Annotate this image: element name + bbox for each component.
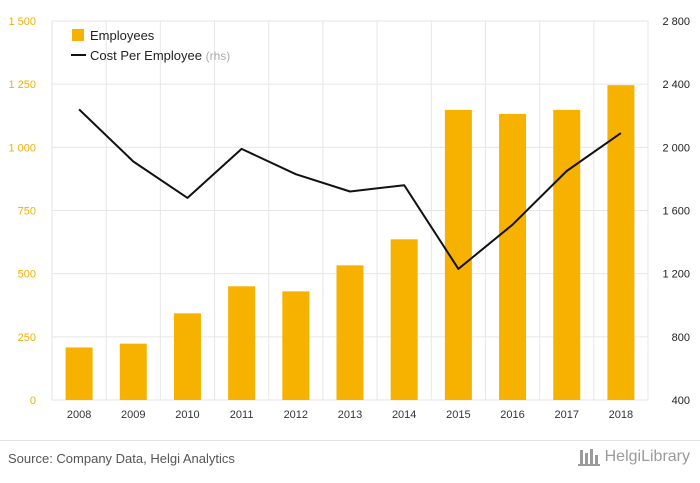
helgi-logo-icon (577, 449, 600, 466)
left-axis-ticks: 0 250 500 750 1 000 1 250 1 500 (8, 16, 36, 407)
left-tick-label: 1 500 (8, 16, 36, 28)
bar-2011 (228, 286, 256, 400)
x-axis-ticks: 2008 2009 2010 2011 2012 2013 2014 2015 2016 2017… (67, 409, 633, 421)
legend-cost-label: Cost Per Employee (rhs) (90, 48, 230, 63)
right-tick-label: 2 000 (662, 142, 690, 154)
right-tick-label: 800 (672, 332, 690, 344)
left-tick-label: 500 (18, 269, 36, 281)
grid-lines (51, 20, 649, 401)
x-tick-label: 2010 (175, 409, 199, 421)
chart: 0 250 500 750 1 000 1 250 1 500 400 800 1 200 1 6… (8, 16, 690, 421)
bar-2009 (119, 343, 147, 400)
bar-2018 (607, 85, 635, 400)
bar-2012 (282, 291, 310, 400)
legend-cost-suffix: (rhs) (206, 49, 231, 63)
x-tick-label: 2016 (500, 409, 524, 421)
x-tick-label: 2008 (67, 409, 91, 421)
source-note: Source: Company Data, Helgi Analytics (8, 451, 235, 466)
bar-2017 (553, 109, 581, 401)
bar-2008 (65, 347, 93, 400)
right-tick-label: 400 (672, 395, 690, 407)
right-tick-label: 1 600 (662, 206, 690, 218)
brand[interactable]: HelgiLibrary (577, 448, 690, 466)
x-tick-label: 2013 (338, 409, 362, 421)
x-tick-label: 2009 (121, 409, 145, 421)
right-tick-label: 2 400 (662, 79, 690, 91)
x-tick-label: 2018 (609, 409, 633, 421)
x-tick-label: 2015 (446, 409, 470, 421)
x-tick-label: 2012 (284, 409, 308, 421)
footer-divider (0, 440, 700, 441)
legend-employees-label: Employees (90, 28, 155, 43)
legend-cost-name: Cost Per Employee (90, 48, 202, 63)
left-tick-label: 250 (18, 332, 36, 344)
cost-per-employee-line (78, 108, 622, 270)
x-tick-label: 2011 (230, 409, 254, 421)
x-tick-label: 2014 (392, 409, 416, 421)
left-tick-label: 1 000 (8, 142, 36, 154)
legend: Employees Cost Per Employee (rhs) (71, 28, 230, 63)
bar-2010 (173, 313, 201, 400)
left-tick-label: 750 (18, 206, 36, 218)
x-tick-label: 2017 (554, 409, 578, 421)
left-tick-label: 0 (30, 395, 36, 407)
right-axis-ticks: 400 800 1 200 1 600 2 000 2 400 2 800 (662, 16, 690, 407)
brand-name: HelgiLibrary (604, 448, 690, 465)
employees-bars (65, 85, 635, 401)
bar-2016 (499, 113, 527, 401)
left-tick-label: 1 250 (8, 79, 36, 91)
bar-2013 (336, 265, 364, 400)
right-tick-label: 1 200 (662, 269, 690, 281)
right-tick-label: 2 800 (662, 16, 690, 28)
legend-employees-swatch (72, 29, 84, 41)
bar-2014 (390, 239, 418, 400)
